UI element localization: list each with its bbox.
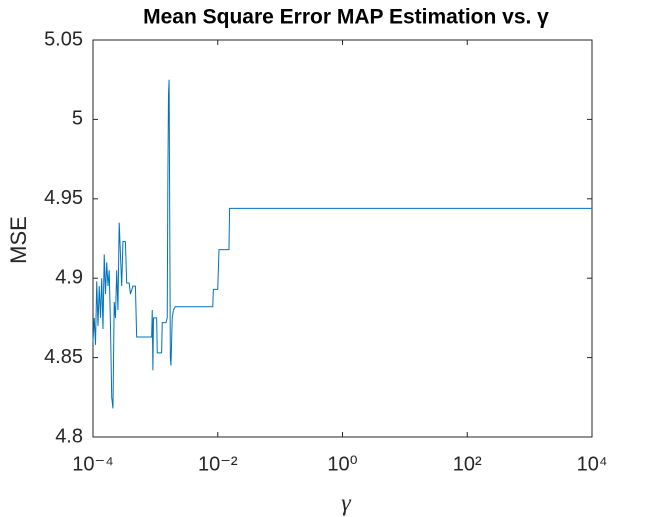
y-tick-label: 5 xyxy=(72,108,83,130)
y-tick-label: 4.9 xyxy=(55,266,83,288)
y-tick-label: 4.95 xyxy=(44,187,83,209)
chart-title: Mean Square Error MAP Estimation vs. γ xyxy=(143,6,549,29)
x-tick-label: 10⁻⁴ xyxy=(72,453,113,475)
y-axis-label: MSE xyxy=(6,216,31,264)
y-tick-label: 4.8 xyxy=(55,425,83,447)
data-line xyxy=(92,79,592,409)
y-tick-label: 5.05 xyxy=(44,28,83,50)
y-tick-label: 4.85 xyxy=(44,346,83,368)
x-tick-label: 10⁻² xyxy=(198,453,238,475)
x-tick-label: 10² xyxy=(453,453,482,475)
x-tick-label: 10⁴ xyxy=(577,453,608,475)
x-axis-label: γ xyxy=(341,491,351,517)
x-tick-label: 10⁰ xyxy=(327,453,357,475)
